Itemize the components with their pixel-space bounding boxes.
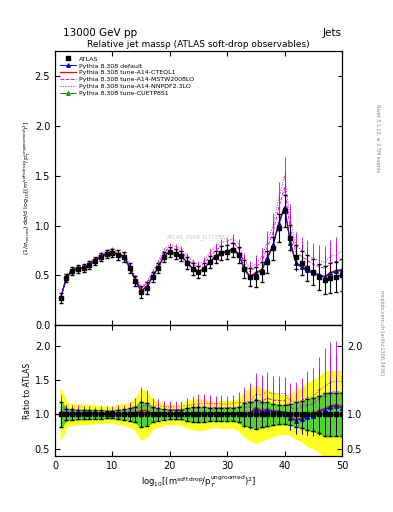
Text: Rivet 3.1.10, ≥ 2.7M events: Rivet 3.1.10, ≥ 2.7M events bbox=[375, 104, 380, 173]
Legend: ATLAS, Pythia 8.308 default, Pythia 8.308 tune-A14-CTEQL1, Pythia 8.308 tune-A14: ATLAS, Pythia 8.308 default, Pythia 8.30… bbox=[58, 54, 196, 98]
Text: ATLAS_2019_I1772862: ATLAS_2019_I1772862 bbox=[167, 234, 230, 240]
X-axis label: log$_{10}$[(m$^{\mathrm{soft\,drop}}$/p$_T^{\mathrm{ungroomed}}$)$^2$]: log$_{10}$[(m$^{\mathrm{soft\,drop}}$/p$… bbox=[141, 473, 256, 489]
Text: Jets: Jets bbox=[323, 28, 342, 38]
Text: 13000 GeV pp: 13000 GeV pp bbox=[63, 28, 137, 38]
Y-axis label: Ratio to ATLAS: Ratio to ATLAS bbox=[23, 362, 32, 418]
Title: Relative jet massρ (ATLAS soft-drop observables): Relative jet massρ (ATLAS soft-drop obse… bbox=[87, 40, 310, 49]
Y-axis label: $(1/\sigma_\mathrm{resum})$ d$\sigma$/d log$_{10}$[(m$^{\,\mathrm{soft\,drop}}$/: $(1/\sigma_\mathrm{resum})$ d$\sigma$/d … bbox=[22, 121, 33, 255]
Text: mcplots.cern.ch [arXiv:1306.3436]: mcplots.cern.ch [arXiv:1306.3436] bbox=[379, 290, 384, 375]
